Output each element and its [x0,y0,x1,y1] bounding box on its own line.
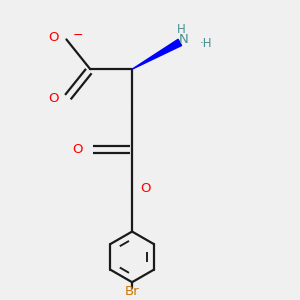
Text: ·H: ·H [199,38,212,50]
Text: O: O [72,143,83,156]
Text: H: H [177,23,186,36]
Text: −: − [73,28,83,41]
Polygon shape [132,39,182,69]
Text: N: N [178,33,188,46]
Text: O: O [48,32,59,44]
Text: O: O [140,182,151,195]
Text: Br: Br [125,285,140,298]
Text: O: O [48,92,59,106]
